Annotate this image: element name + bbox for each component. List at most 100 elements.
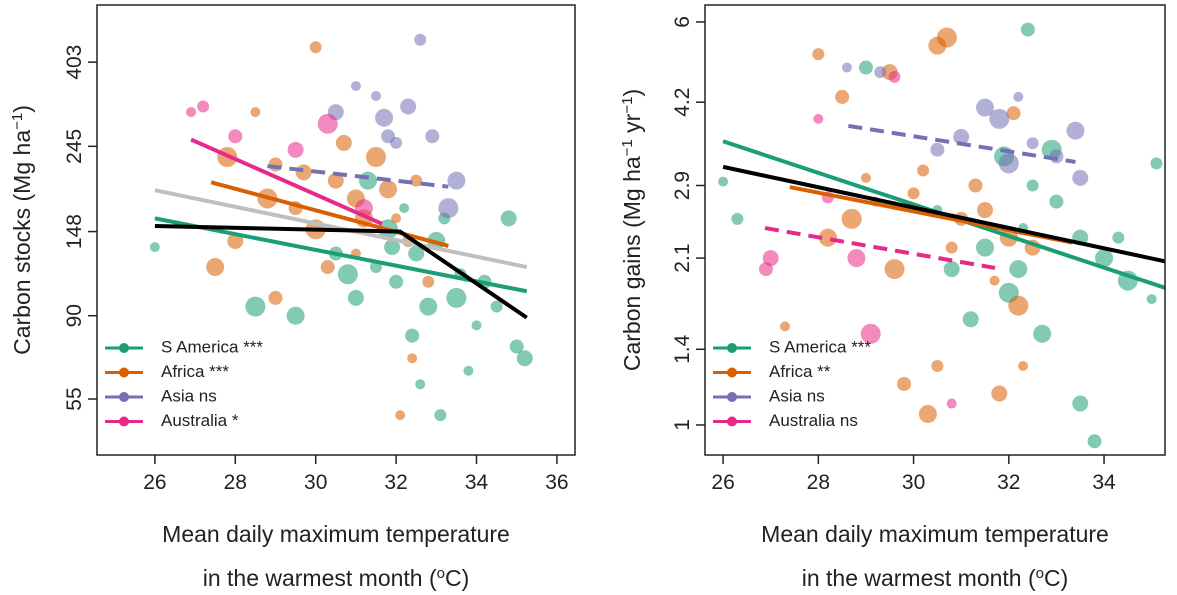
point <box>1026 137 1039 150</box>
label-part: Carbon gains (Mg ha <box>619 156 645 371</box>
x-label: Mean daily maximum temperature <box>761 521 1109 547</box>
axis-label: Carbon stocks (Mg ha−1) <box>9 105 36 355</box>
fit-line <box>154 216 528 294</box>
point <box>945 241 958 254</box>
point <box>410 174 423 187</box>
axis-label: in the warmest month (oC) <box>802 565 1069 592</box>
x-tick-label: 30 <box>902 471 925 494</box>
label-part: ) <box>619 89 645 97</box>
point <box>509 339 524 354</box>
point <box>1072 395 1089 412</box>
legend-dot <box>119 392 129 402</box>
point <box>931 359 944 372</box>
point <box>884 259 905 280</box>
point <box>917 164 930 177</box>
point <box>1049 194 1064 209</box>
x-tick-label: 36 <box>545 471 568 494</box>
label-part: yr <box>619 113 645 139</box>
y-tick-label: 148 <box>63 214 86 249</box>
x-tick-label: 32 <box>384 471 407 494</box>
point <box>1009 260 1028 279</box>
point <box>335 134 352 151</box>
point <box>936 27 957 48</box>
legend-dot <box>119 416 129 427</box>
point <box>500 210 517 227</box>
label-part: C) <box>445 565 469 591</box>
point <box>962 311 979 328</box>
point <box>320 260 335 275</box>
point <box>991 385 1008 402</box>
axis-label: Carbon gains (Mg ha−1 yr−1) <box>619 89 646 371</box>
point <box>438 198 459 219</box>
point <box>434 409 447 422</box>
point <box>907 187 920 200</box>
point <box>1033 324 1052 343</box>
point <box>405 328 420 343</box>
fit-line <box>154 223 528 320</box>
point <box>516 350 533 367</box>
point <box>286 306 305 325</box>
point <box>447 171 466 190</box>
points <box>718 22 1163 449</box>
point <box>989 275 1000 286</box>
point <box>206 258 225 277</box>
label-part: o <box>437 565 445 582</box>
label-part: ) <box>9 105 35 113</box>
label-part: Carbon stocks (Mg ha <box>9 130 35 355</box>
y-tick-label: 403 <box>63 45 86 80</box>
point <box>860 172 871 183</box>
point <box>317 113 338 134</box>
point <box>408 245 425 262</box>
fit-line <box>722 164 1166 264</box>
point <box>780 321 790 332</box>
y-tick-label: 1.4 <box>671 334 694 364</box>
x-tick-label: 26 <box>143 471 166 494</box>
point <box>446 287 467 308</box>
axis-label: in the warmest month (oC) <box>203 565 470 592</box>
point <box>1087 434 1102 449</box>
point <box>419 297 438 316</box>
point <box>227 232 244 249</box>
label-part: −1 <box>619 97 636 114</box>
point <box>186 107 197 118</box>
point <box>918 404 937 423</box>
legend-label: Africa ** <box>769 362 831 381</box>
points <box>149 33 533 422</box>
point <box>718 176 729 187</box>
point <box>400 98 417 115</box>
label-part: in the warmest month ( <box>802 565 1036 591</box>
point <box>391 213 402 224</box>
y-tick-label: 90 <box>63 304 86 327</box>
point <box>1150 157 1163 170</box>
point <box>847 249 866 268</box>
point <box>407 353 418 364</box>
legend-dot <box>119 367 129 378</box>
point <box>1112 231 1125 244</box>
point <box>358 171 377 190</box>
point <box>287 141 304 158</box>
point <box>998 153 1019 174</box>
point <box>976 98 994 117</box>
x-tick-label: 34 <box>465 471 489 494</box>
point <box>395 410 406 421</box>
point <box>471 320 482 331</box>
point <box>1066 121 1085 140</box>
point <box>250 107 261 118</box>
legend-label: S America *** <box>161 337 263 356</box>
point <box>762 250 779 267</box>
point <box>245 296 266 317</box>
point <box>268 290 283 305</box>
point <box>1146 294 1157 305</box>
fit-line <box>764 226 996 270</box>
x-tick-label: 28 <box>807 471 830 494</box>
point <box>1072 169 1089 186</box>
point <box>860 323 881 344</box>
point <box>1006 106 1021 121</box>
legend-dot <box>727 416 737 427</box>
legend-label: Asia ns <box>769 386 825 405</box>
point <box>1020 22 1035 37</box>
point <box>366 147 387 168</box>
panel: 26 28 30 32 34 36 55 90 148 245 403 Mean daily maxi… <box>9 4 576 592</box>
point <box>422 275 435 288</box>
point <box>888 70 901 83</box>
